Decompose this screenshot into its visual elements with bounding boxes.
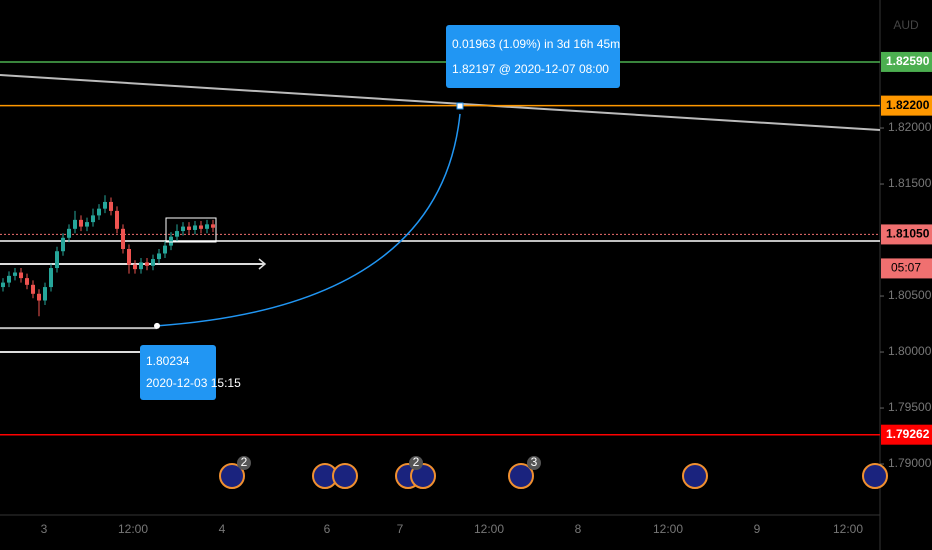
event-icon [682,463,708,489]
candle-body [73,219,77,229]
candle-body [139,262,143,270]
candle-body [121,228,125,249]
start-box [140,345,216,400]
x-tick-label: 12:00 [118,522,148,536]
price-label: 1.82590 [886,54,930,68]
currency: AUD [893,18,919,32]
y-tick-label: 1.79500 [888,400,932,414]
start-time: 2020-12-03 15:15 [146,376,241,390]
ray-arrow [258,258,267,270]
candle-body [43,287,47,301]
y-tick-label: 1.82000 [888,120,932,134]
candle-body [19,272,23,279]
candle-body [79,219,83,227]
x-tick-label: 12:00 [653,522,683,536]
candle-body [127,248,131,265]
event-icon [332,463,358,489]
price-label: 1.79262 [886,427,930,441]
candle-body [133,264,137,270]
x-tick-label: 8 [575,522,582,536]
candle-body [151,259,155,266]
candle-body [61,237,65,252]
event-badge-bg [527,456,541,470]
candle-body [145,262,149,266]
candle-body [115,210,119,229]
x-tick-label: 6 [324,522,331,536]
candle-body [205,224,209,229]
candle-body [157,253,161,260]
range-box [165,217,217,243]
event-icon [219,463,245,489]
y-tick-label: 1.81500 [888,176,932,190]
price-label: 1.81050 [886,227,930,241]
candle-body [49,268,53,288]
candle-body [13,272,17,276]
x-tick-label: 12:00 [474,522,504,536]
candle-body [85,222,89,227]
y-tick-label: 1.80000 [888,344,932,358]
event-badge-bg [237,456,251,470]
candle-body [97,208,101,216]
candle-body [193,225,197,230]
candle-body [187,226,191,230]
candle-body [169,236,173,246]
candle-body [1,282,5,288]
y-tick-label: 1.80500 [888,288,932,302]
x-tick-label: 3 [41,522,48,536]
countdown: 05:07 [891,261,921,275]
event-badge: 3 [531,455,538,469]
start-price: 1.80234 [146,354,190,368]
candle-body [67,228,71,238]
event-badge: 2 [241,455,248,469]
candle-body [199,225,203,229]
event-icon [862,463,888,489]
candle-body [37,293,41,301]
candle-body [109,201,113,211]
measure-start [154,322,160,329]
countdown-bg [881,258,932,279]
price-label-bg [881,224,932,245]
measure-end [456,102,464,110]
x-tick-label: 4 [219,522,226,536]
candle-body [25,278,29,285]
price-label-bg [881,424,932,445]
price-label: 1.82200 [886,98,930,112]
candle-body [211,224,215,228]
y-tick-label: 1.79000 [888,456,932,470]
x-tick-label: 9 [754,522,761,536]
measure-curve [156,113,461,327]
measure-box [446,25,620,88]
x-tick-label: 7 [397,522,404,536]
event-badge: 2 [413,455,420,469]
candle-body [181,226,185,232]
trend-line [0,74,881,132]
candle-body [163,245,167,254]
price-label-bg [881,95,932,116]
event-icon [508,463,534,489]
x-tick-label: 12:00 [833,522,863,536]
measure-change: 0.01963 (1.09%) in 3d 16h 45m [452,37,620,51]
candle-body [103,201,107,209]
event-badge-bg [409,456,423,470]
candle-body [7,275,11,283]
candle-body [31,284,35,294]
candle-body [175,231,179,237]
event-icon [410,463,436,489]
candle-body [91,215,95,223]
price-label-bg [881,51,932,72]
measure-target: 1.82197 @ 2020-12-07 08:00 [452,62,609,76]
candle-body [55,251,59,269]
